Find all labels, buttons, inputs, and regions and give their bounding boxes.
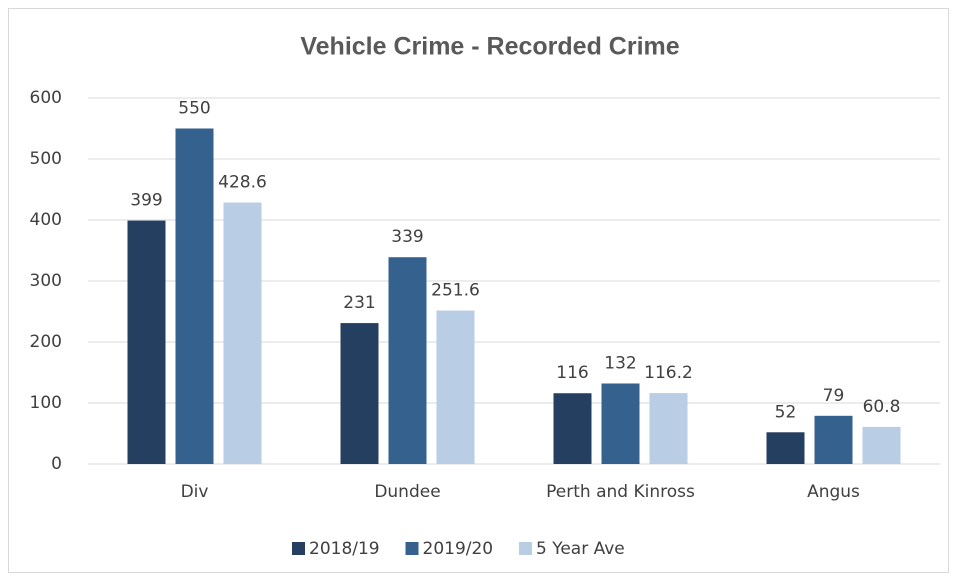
y-tick-label: 400 xyxy=(30,210,62,230)
bar xyxy=(436,310,475,464)
bar xyxy=(601,383,640,464)
legend-label: 2018/19 xyxy=(309,539,380,559)
data-label: 251.6 xyxy=(431,281,480,301)
data-label: 116 xyxy=(556,363,588,383)
y-tick-label: 100 xyxy=(30,393,62,413)
bar xyxy=(649,393,688,464)
y-tick-label: 600 xyxy=(30,88,62,108)
legend-swatch xyxy=(519,542,532,555)
data-label: 132 xyxy=(604,353,636,373)
data-label: 231 xyxy=(343,293,375,313)
bar xyxy=(553,393,592,464)
legend-label: 5 Year Ave xyxy=(536,539,625,559)
data-label: 52 xyxy=(775,402,797,422)
data-label: 428.6 xyxy=(218,173,267,193)
bar xyxy=(340,323,379,464)
data-label: 60.8 xyxy=(863,397,901,417)
bar xyxy=(175,128,214,464)
y-tick-label: 200 xyxy=(30,332,62,352)
bar xyxy=(127,220,166,464)
legend-swatch xyxy=(405,542,419,555)
data-label: 339 xyxy=(391,227,423,247)
y-tick-label: 500 xyxy=(30,149,62,169)
y-tick-label: 0 xyxy=(51,454,62,474)
x-tick-label: Angus xyxy=(807,482,860,502)
data-label: 79 xyxy=(823,386,845,406)
bar xyxy=(766,432,805,464)
x-tick-label: Dundee xyxy=(374,482,440,502)
y-tick-label: 300 xyxy=(30,271,62,291)
chart-title: Vehicle Crime - Recorded Crime xyxy=(300,33,679,61)
data-label: 399 xyxy=(130,191,162,211)
x-tick-label: Div xyxy=(181,482,209,502)
data-label: 550 xyxy=(178,99,210,119)
data-label: 116.2 xyxy=(644,363,693,383)
bar xyxy=(388,257,427,464)
legend-swatch xyxy=(292,542,305,555)
bar xyxy=(223,202,262,464)
bar xyxy=(862,426,901,464)
legend-label: 2019/20 xyxy=(423,539,494,559)
x-tick-label: Perth and Kinross xyxy=(546,482,695,502)
bar xyxy=(814,415,853,464)
